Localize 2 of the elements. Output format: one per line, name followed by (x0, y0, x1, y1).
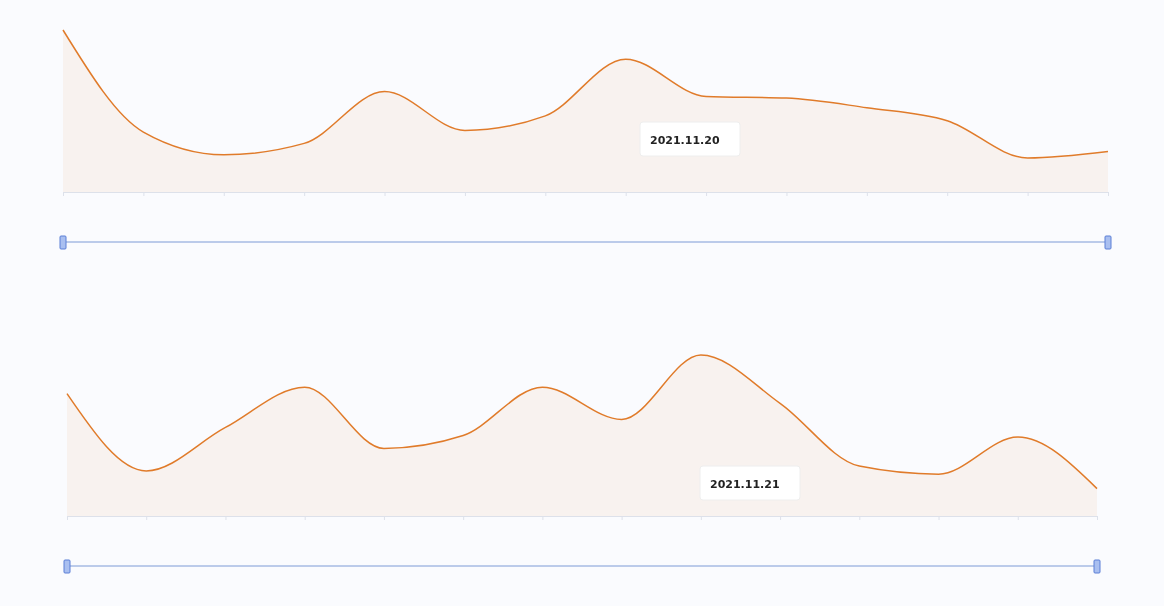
annotation: 2021.11.20 (650, 134, 720, 147)
annotation: 2021.11.21 (710, 478, 780, 491)
